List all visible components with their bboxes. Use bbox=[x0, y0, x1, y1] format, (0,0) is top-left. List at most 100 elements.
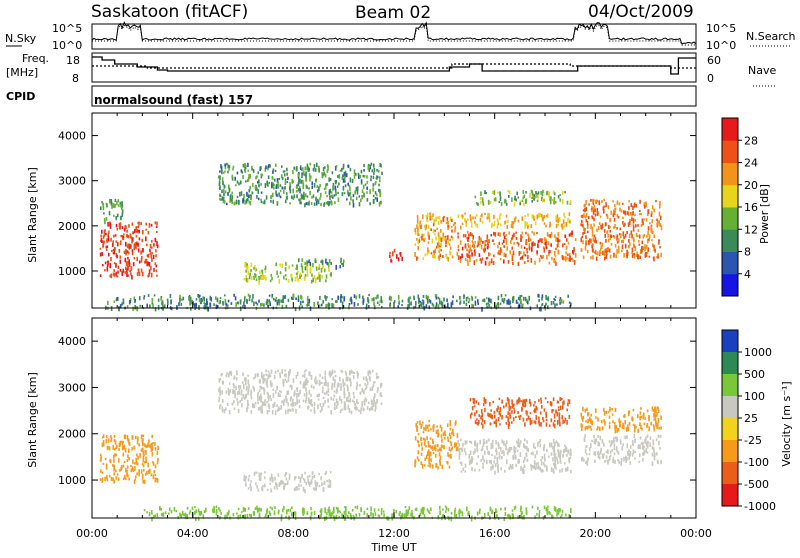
data-cell bbox=[590, 420, 592, 425]
data-cell bbox=[550, 243, 552, 247]
data-cell bbox=[292, 170, 294, 175]
data-cell bbox=[344, 184, 347, 188]
data-cell bbox=[633, 253, 635, 256]
data-cell bbox=[437, 296, 440, 299]
data-cell bbox=[278, 482, 281, 487]
data-cell bbox=[622, 202, 624, 205]
data-cell bbox=[451, 300, 454, 306]
data-cell bbox=[467, 243, 469, 246]
data-cell bbox=[123, 250, 126, 254]
data-cell bbox=[339, 511, 342, 514]
data-cell bbox=[469, 397, 472, 402]
data-cell bbox=[136, 440, 139, 445]
data-cell bbox=[473, 400, 475, 405]
data-cell bbox=[476, 223, 479, 228]
data-cell bbox=[346, 384, 349, 388]
data-cell bbox=[269, 279, 272, 283]
data-cell bbox=[656, 412, 658, 417]
data-cell bbox=[336, 384, 339, 388]
data-cell bbox=[260, 393, 262, 396]
data-cell bbox=[125, 268, 128, 271]
data-cell bbox=[503, 451, 505, 456]
data-cell bbox=[102, 202, 105, 208]
data-cell bbox=[170, 299, 172, 305]
data-cell bbox=[313, 474, 316, 478]
data-cell bbox=[221, 406, 224, 411]
data-cell bbox=[152, 474, 155, 480]
data-cell bbox=[471, 240, 474, 243]
colorbar-tick-label: -100 bbox=[744, 456, 769, 469]
data-cell bbox=[126, 273, 128, 277]
data-cell bbox=[247, 507, 250, 510]
data-cell bbox=[289, 384, 292, 388]
data-cell bbox=[456, 446, 459, 451]
data-cell bbox=[338, 174, 341, 179]
data-cell bbox=[566, 200, 569, 205]
data-cell bbox=[296, 400, 298, 405]
data-cell bbox=[314, 481, 317, 486]
data-cell bbox=[224, 514, 226, 520]
data-cell bbox=[321, 175, 324, 179]
data-cell bbox=[622, 231, 625, 237]
data-cell bbox=[511, 246, 513, 250]
colorbar-tick-label: 8 bbox=[744, 246, 751, 259]
data-cell bbox=[328, 512, 331, 517]
data-cell bbox=[151, 510, 153, 514]
data-cell bbox=[416, 425, 418, 430]
data-cell bbox=[625, 456, 627, 460]
data-cell bbox=[160, 508, 162, 511]
data-cell bbox=[264, 167, 267, 172]
data-cell bbox=[302, 513, 305, 516]
data-cell bbox=[386, 517, 389, 521]
data-cell bbox=[609, 254, 612, 259]
data-cell bbox=[348, 392, 350, 395]
data-cell bbox=[247, 194, 250, 198]
data-cell bbox=[585, 207, 587, 212]
data-cell bbox=[463, 294, 465, 300]
data-cell bbox=[563, 224, 565, 228]
data-cell bbox=[550, 196, 552, 200]
data-cell bbox=[106, 238, 109, 243]
data-cell bbox=[345, 506, 347, 511]
data-cell bbox=[100, 234, 102, 238]
data-cell bbox=[557, 448, 559, 453]
data-cell bbox=[200, 301, 202, 305]
data-cell bbox=[428, 298, 431, 303]
data-cell bbox=[225, 303, 228, 307]
data-cell bbox=[336, 299, 338, 303]
data-cell bbox=[508, 231, 511, 235]
data-cell bbox=[250, 514, 252, 518]
data-cell bbox=[325, 274, 328, 279]
data-cell bbox=[361, 401, 364, 404]
data-cell bbox=[509, 412, 511, 417]
data-cell bbox=[605, 455, 608, 459]
data-cell bbox=[494, 414, 496, 419]
data-cell bbox=[356, 383, 359, 387]
data-cell bbox=[483, 513, 486, 518]
data-cell bbox=[405, 510, 408, 515]
data-cell bbox=[559, 453, 561, 459]
data-cell bbox=[127, 243, 130, 249]
data-cell bbox=[281, 263, 283, 268]
data-cell bbox=[163, 304, 166, 308]
data-cell bbox=[474, 251, 476, 257]
data-cell bbox=[552, 190, 555, 194]
data-cell bbox=[145, 456, 147, 461]
data-cell bbox=[313, 164, 316, 169]
data-cell bbox=[204, 303, 206, 307]
data-cell bbox=[526, 418, 528, 422]
data-cell bbox=[326, 390, 328, 395]
data-cell bbox=[264, 270, 267, 273]
data-cell bbox=[228, 410, 231, 415]
data-cell bbox=[247, 162, 249, 167]
data-cell bbox=[322, 389, 324, 394]
data-cell bbox=[598, 456, 601, 460]
data-cell bbox=[349, 298, 352, 302]
colorbar-tick-label: 16 bbox=[744, 201, 758, 214]
data-cell bbox=[247, 169, 250, 172]
data-cell bbox=[258, 389, 261, 393]
data-cell bbox=[308, 298, 311, 304]
data-cell bbox=[99, 459, 102, 462]
data-cell bbox=[145, 258, 148, 263]
data-cell bbox=[473, 249, 476, 253]
